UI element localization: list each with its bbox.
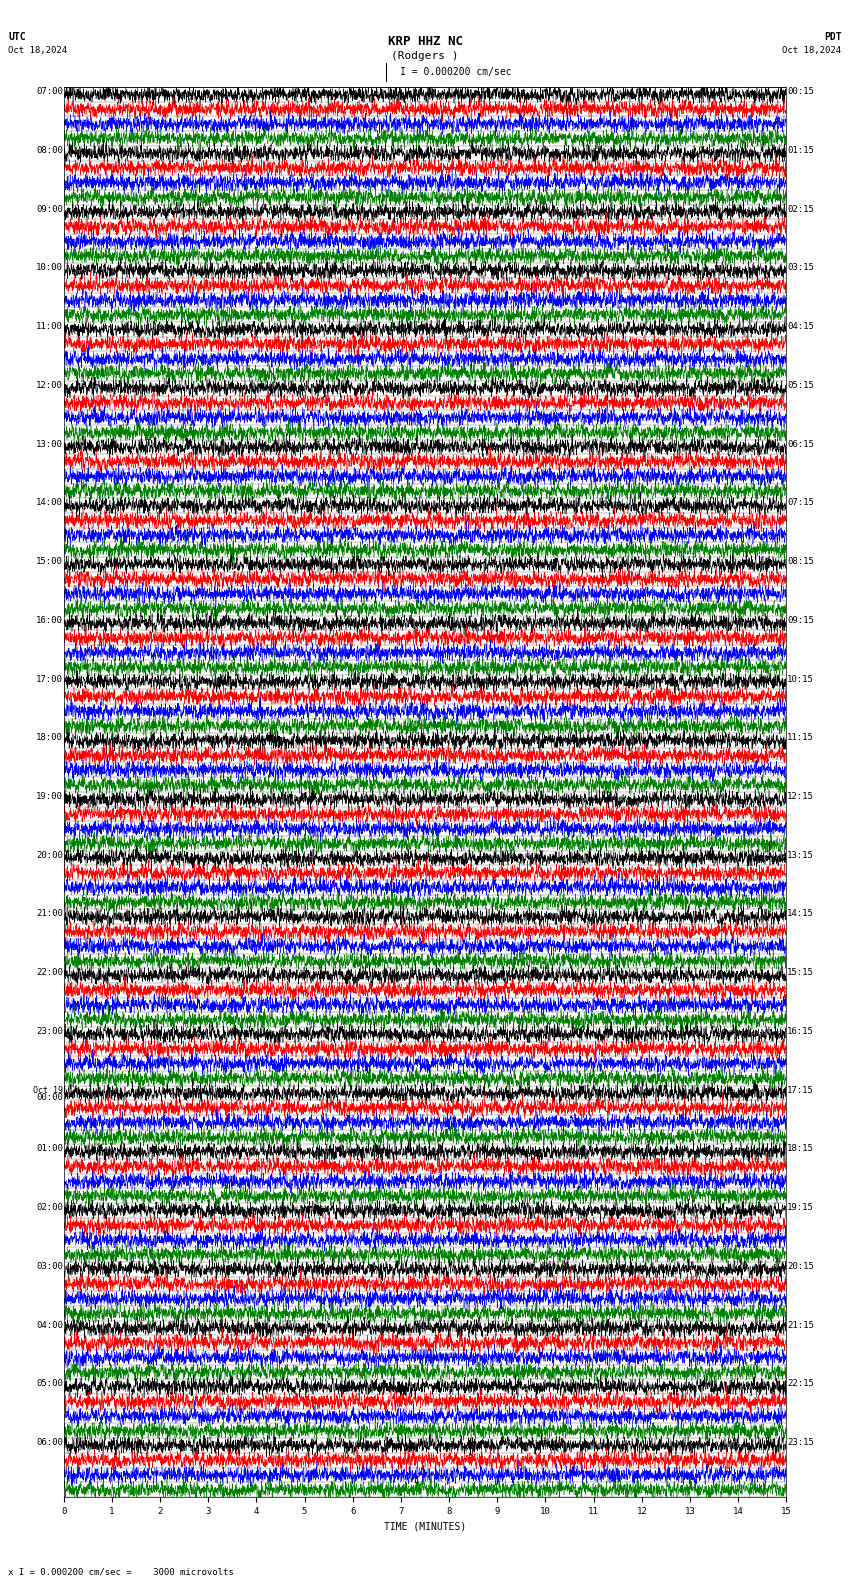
Text: 13:15: 13:15 — [787, 851, 813, 860]
Text: 20:00: 20:00 — [37, 851, 63, 860]
Text: 10:15: 10:15 — [787, 675, 813, 684]
Text: (Rodgers ): (Rodgers ) — [391, 51, 459, 60]
Text: 18:15: 18:15 — [787, 1144, 813, 1153]
Text: Oct 18,2024: Oct 18,2024 — [8, 46, 68, 55]
Text: 18:00: 18:00 — [37, 733, 63, 743]
Text: 08:00: 08:00 — [37, 146, 63, 155]
Text: 14:00: 14:00 — [37, 499, 63, 507]
Text: 16:00: 16:00 — [37, 616, 63, 624]
Text: UTC: UTC — [8, 32, 26, 41]
Text: 05:15: 05:15 — [787, 380, 813, 390]
Text: 12:15: 12:15 — [787, 792, 813, 802]
Text: 00:00: 00:00 — [37, 1093, 63, 1102]
Text: 19:15: 19:15 — [787, 1204, 813, 1212]
Text: 15:00: 15:00 — [37, 558, 63, 565]
Text: 07:15: 07:15 — [787, 499, 813, 507]
Text: 01:00: 01:00 — [37, 1144, 63, 1153]
Text: 05:00: 05:00 — [37, 1380, 63, 1389]
Text: 14:15: 14:15 — [787, 909, 813, 919]
Text: x I = 0.000200 cm/sec =    3000 microvolts: x I = 0.000200 cm/sec = 3000 microvolts — [8, 1567, 235, 1576]
Text: 16:15: 16:15 — [787, 1026, 813, 1036]
Text: 13:00: 13:00 — [37, 440, 63, 448]
Text: 08:15: 08:15 — [787, 558, 813, 565]
Text: 11:00: 11:00 — [37, 322, 63, 331]
Text: 09:15: 09:15 — [787, 616, 813, 624]
Text: 06:00: 06:00 — [37, 1438, 63, 1448]
Text: 00:15: 00:15 — [787, 87, 813, 97]
Text: Oct 19: Oct 19 — [33, 1085, 63, 1095]
Text: 17:15: 17:15 — [787, 1085, 813, 1095]
X-axis label: TIME (MINUTES): TIME (MINUTES) — [384, 1521, 466, 1532]
Text: Oct 18,2024: Oct 18,2024 — [782, 46, 842, 55]
Text: 21:15: 21:15 — [787, 1321, 813, 1329]
Text: 19:00: 19:00 — [37, 792, 63, 802]
Text: 07:00: 07:00 — [37, 87, 63, 97]
Text: 23:15: 23:15 — [787, 1438, 813, 1448]
Text: I = 0.000200 cm/sec: I = 0.000200 cm/sec — [400, 67, 511, 76]
Text: 06:15: 06:15 — [787, 440, 813, 448]
Text: 02:15: 02:15 — [787, 204, 813, 214]
Text: 04:00: 04:00 — [37, 1321, 63, 1329]
Text: PDT: PDT — [824, 32, 842, 41]
Text: 23:00: 23:00 — [37, 1026, 63, 1036]
Text: 01:15: 01:15 — [787, 146, 813, 155]
Text: 02:00: 02:00 — [37, 1204, 63, 1212]
Text: 11:15: 11:15 — [787, 733, 813, 743]
Text: 22:15: 22:15 — [787, 1380, 813, 1389]
Text: 15:15: 15:15 — [787, 968, 813, 977]
Text: 03:15: 03:15 — [787, 263, 813, 272]
Text: KRP HHZ NC: KRP HHZ NC — [388, 35, 462, 48]
Text: 22:00: 22:00 — [37, 968, 63, 977]
Text: 04:15: 04:15 — [787, 322, 813, 331]
Text: 03:00: 03:00 — [37, 1262, 63, 1270]
Text: 09:00: 09:00 — [37, 204, 63, 214]
Text: 21:00: 21:00 — [37, 909, 63, 919]
Text: 12:00: 12:00 — [37, 380, 63, 390]
Text: 17:00: 17:00 — [37, 675, 63, 684]
Text: 20:15: 20:15 — [787, 1262, 813, 1270]
Text: 10:00: 10:00 — [37, 263, 63, 272]
